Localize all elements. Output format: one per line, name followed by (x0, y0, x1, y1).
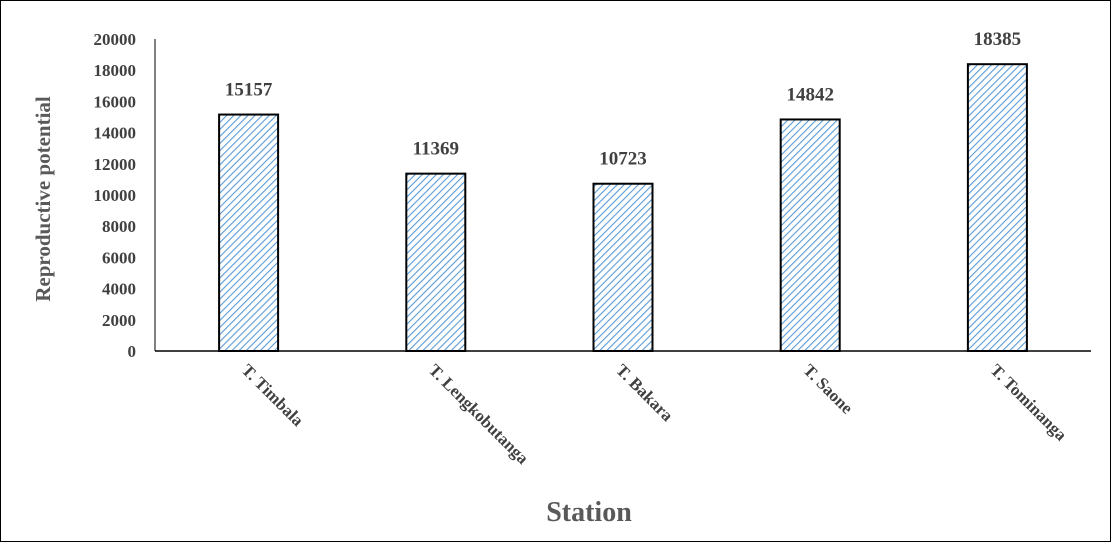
x-tick-label: T. Tominanga (987, 360, 1071, 444)
y-tick-label: 18000 (94, 61, 137, 80)
bar (779, 118, 841, 352)
bar (218, 113, 280, 352)
y-tick-label: 2000 (102, 311, 136, 330)
y-axis-title: Reproductive potential (31, 96, 55, 302)
x-axis-ticks: T. Timbala T. Lengkobutanga T. Bakara T. Sa… (238, 360, 1071, 468)
y-tick-label: 10000 (94, 186, 137, 205)
data-label: 18385 (974, 29, 1022, 50)
data-label: 14842 (786, 84, 834, 105)
data-labels: 15157 11369 10723 14842 18385 (225, 29, 1021, 170)
x-axis-title: Station (546, 497, 632, 528)
data-label: 15157 (225, 80, 273, 101)
y-tick-label: 12000 (94, 155, 137, 174)
bar (966, 63, 1028, 352)
x-tick-label: T. Timbala (238, 360, 308, 430)
data-label: 10723 (599, 149, 647, 170)
x-tick-label: T. Lengkobutanga (425, 360, 533, 468)
x-tick-label: T. Bakara (612, 360, 677, 425)
y-tick-label: 20000 (94, 30, 137, 49)
bar (405, 172, 467, 352)
y-tick-label: 6000 (102, 248, 136, 267)
y-tick-label: 8000 (102, 217, 136, 236)
bar (592, 182, 654, 352)
y-axis-ticks: 0 2000 4000 6000 8000 10000 12000 14000 16000 180… (94, 30, 137, 361)
y-tick-label: 4000 (102, 280, 136, 299)
data-label: 11369 (413, 139, 459, 160)
bars (218, 63, 1028, 352)
x-tick-label: T. Saone (799, 360, 857, 418)
y-tick-label: 0 (128, 342, 137, 361)
y-tick-label: 16000 (94, 92, 137, 111)
y-tick-label: 14000 (94, 124, 137, 143)
